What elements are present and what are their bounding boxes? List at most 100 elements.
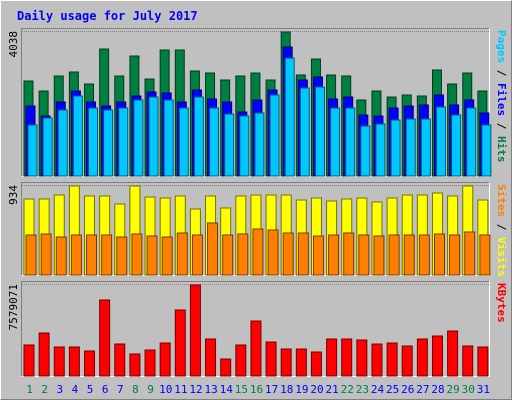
day-label-7: 7	[117, 383, 124, 396]
day-label-9: 9	[147, 383, 154, 396]
panel-kbytes-bar-kbytes-6	[99, 299, 111, 377]
panel-kbytes-bar-kbytes-10	[159, 342, 171, 377]
panel-hits-files-pages-bar-pages-17	[269, 94, 280, 177]
panel-hits-files-pages-bar-pages-19	[299, 87, 310, 177]
panel-hits-files-pages-legend-item-0: Pages	[495, 30, 508, 63]
panel-kbytes-bar-kbytes-18	[280, 348, 292, 377]
panel-kbytes-bar-kbytes-30	[462, 345, 474, 377]
panel-kbytes-legend-item-0: KBytes	[495, 283, 508, 323]
day-label-23: 23	[356, 383, 369, 396]
panel-hits-files-pages-bar-pages-5	[88, 107, 99, 177]
panel-hits-files-pages-legend-item-1: /	[495, 63, 508, 83]
panel-kbytes-bar-kbytes-21	[326, 338, 338, 377]
day-label-30: 30	[462, 383, 475, 396]
panel-visits-sites-bar-sites-15	[237, 233, 249, 276]
panel-kbytes-bar-kbytes-29	[447, 330, 459, 377]
panel-visits-sites-bar-sites-28	[433, 233, 445, 276]
panel-kbytes-bar-kbytes-26	[401, 345, 413, 377]
panel-hits-files-pages-bar-pages-27	[420, 118, 431, 177]
panel-visits-sites-bar-sites-5	[86, 234, 98, 276]
panel-kbytes-bar-kbytes-5	[84, 350, 96, 377]
panel-hits-files-pages-bar-pages-21	[330, 107, 341, 177]
panel-visits-sites-bar-sites-20	[312, 235, 324, 276]
panel-hits-files-pages-bar-pages-3	[57, 109, 68, 177]
day-label-2: 2	[41, 383, 48, 396]
panel-kbytes-bar-kbytes-4	[68, 346, 80, 377]
panel-visits-sites-legend-item-2: Visits	[495, 237, 508, 277]
panel-kbytes-bar-kbytes-7	[114, 343, 126, 377]
day-label-3: 3	[57, 383, 64, 396]
panel-hits-files-pages-bar-pages-7	[118, 107, 129, 177]
day-label-4: 4	[72, 383, 79, 396]
panel-visits-sites-legend-item-0: Sites	[495, 184, 508, 217]
day-label-19: 19	[295, 383, 308, 396]
panel-hits-files-pages-ymax-label: 4038	[7, 31, 20, 58]
panel-kbytes-border-shadow	[21, 281, 490, 377]
panel-visits-sites-bar-sites-27	[418, 234, 430, 276]
day-label-26: 26	[401, 383, 414, 396]
panel-hits-files-pages-legend-item-3: /	[495, 116, 508, 136]
panel-visits-sites-bar-sites-1	[25, 234, 37, 276]
panel-hits-files-pages-bar-pages-6	[103, 109, 114, 177]
panel-visits-sites-bar-sites-10	[161, 236, 173, 276]
panel-kbytes-bar-kbytes-31	[477, 346, 489, 377]
panel-kbytes-bar-kbytes-2	[38, 332, 50, 377]
panel-kbytes-bar-kbytes-27	[416, 338, 428, 377]
day-label-24: 24	[371, 383, 385, 396]
panel-visits-sites-bar-sites-13	[207, 222, 219, 276]
panel-visits-sites-ymax-label: 934	[7, 185, 20, 205]
day-label-21: 21	[326, 383, 339, 396]
panel-visits-sites-bar-sites-7	[116, 236, 128, 276]
panel-hits-files-pages-bar-pages-8	[133, 99, 144, 177]
panel-kbytes-bar-kbytes-12	[189, 284, 201, 377]
panel-visits-sites-bar-sites-21	[328, 234, 340, 276]
panel-visits-sites-bar-sites-26	[403, 234, 415, 276]
panel-kbytes-bar-kbytes-19	[295, 348, 307, 377]
day-label-8: 8	[132, 383, 139, 396]
day-label-25: 25	[386, 383, 399, 396]
panel-hits-files-pages-bar-pages-25	[390, 119, 401, 177]
panel-kbytes-bar-kbytes-17	[265, 341, 277, 377]
panel-hits-files-pages-bar-pages-26	[405, 118, 416, 177]
day-label-18: 18	[280, 383, 293, 396]
panel-visits-sites-legend: Sites / Visits	[495, 184, 508, 277]
panel-visits-sites-bar-sites-3	[55, 236, 67, 276]
panel-visits-sites-bar-sites-25	[388, 234, 400, 276]
panel-kbytes-bar-kbytes-22	[341, 338, 353, 377]
panel-kbytes-bar-kbytes-13	[205, 338, 217, 377]
panel-visits-sites-bar-sites-6	[101, 234, 113, 276]
panel-hits-files-pages-bar-pages-16	[254, 112, 265, 177]
panel-visits-sites-bar-sites-29	[449, 234, 461, 276]
panel-hits-files-pages-bar-pages-28	[435, 106, 446, 177]
panel-hits-files-pages-bar-pages-12	[193, 96, 204, 177]
panel-kbytes-bar-kbytes-24	[371, 343, 383, 377]
panel-visits-sites-bar-sites-12	[191, 234, 203, 276]
panel-visits-sites-bar-sites-24	[373, 235, 385, 276]
panel-visits-sites-bar-sites-17	[267, 229, 279, 276]
panel-hits-files-pages-bar-pages-14	[224, 113, 235, 177]
day-label-5: 5	[87, 383, 94, 396]
day-label-13: 13	[204, 383, 217, 396]
panel-hits-files-pages-bar-pages-1	[27, 124, 38, 177]
panel-kbytes-bar-kbytes-14	[220, 358, 232, 377]
panel-visits-sites-bar-sites-30	[464, 231, 476, 276]
day-label-22: 22	[341, 383, 354, 396]
panel-visits-sites-bar-sites-14	[222, 234, 234, 276]
panel-visits-sites-bar-sites-19	[297, 232, 309, 276]
panel-kbytes-bar-kbytes-3	[53, 346, 65, 377]
panel-hits-files-pages-bar-pages-18	[284, 57, 295, 177]
panel-hits-files-pages-bar-pages-20	[314, 86, 325, 177]
panel-kbytes-bar-kbytes-25	[386, 342, 398, 377]
panel-hits-files-pages-bar-pages-13	[209, 107, 220, 177]
panel-kbytes-ymax-label: 7579071	[7, 284, 20, 330]
panel-visits-sites-bar-sites-22	[343, 232, 355, 276]
panel-visits-sites-bar-sites-9	[146, 235, 158, 276]
panel-kbytes-bar-kbytes-8	[129, 353, 141, 377]
day-label-28: 28	[431, 383, 444, 396]
panel-hits-files-pages-legend-item-2: Files	[495, 83, 508, 116]
day-label-16: 16	[250, 383, 263, 396]
day-label-6: 6	[102, 383, 109, 396]
